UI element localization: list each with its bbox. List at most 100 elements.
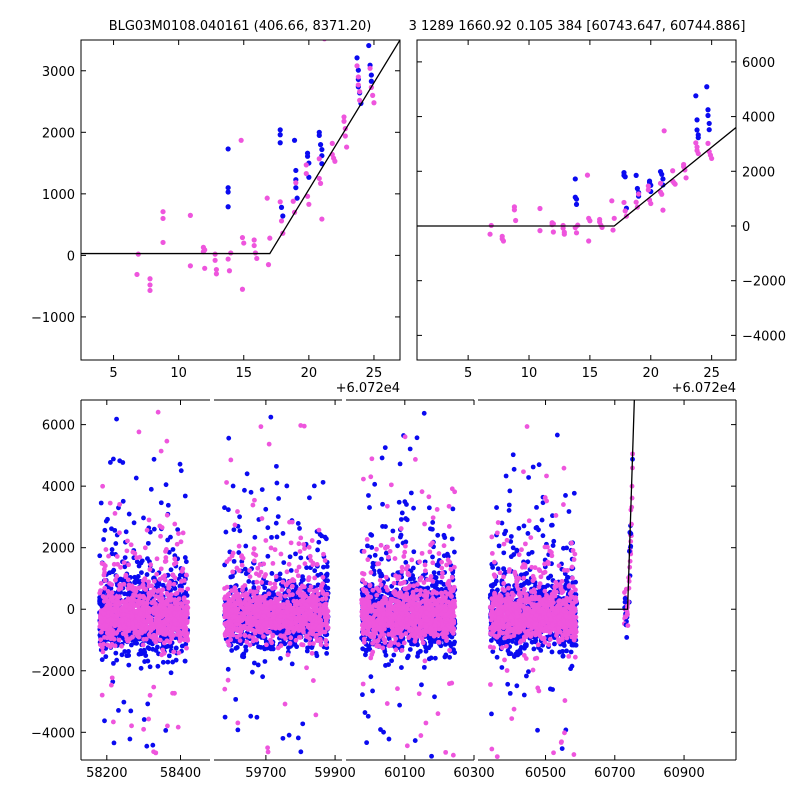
data-point — [252, 497, 257, 503]
data-point — [151, 684, 157, 690]
data-point — [251, 242, 257, 249]
data-point — [268, 599, 274, 604]
data-point — [231, 627, 236, 633]
data-point — [329, 140, 335, 146]
data-point — [307, 641, 313, 647]
data-point — [251, 546, 257, 552]
data-point — [284, 483, 290, 489]
data-point — [293, 586, 299, 591]
data-point — [160, 659, 166, 665]
data-point — [146, 579, 151, 585]
data-point — [269, 625, 274, 630]
data-point — [308, 558, 314, 563]
data-point — [213, 271, 220, 277]
data-point — [265, 749, 271, 755]
data-point — [139, 570, 144, 575]
data-point — [140, 599, 145, 605]
data-point — [245, 620, 250, 626]
data-point — [101, 566, 107, 572]
data-point — [231, 527, 237, 533]
data-point — [317, 631, 323, 637]
data-point — [550, 229, 556, 235]
data-point — [435, 532, 441, 538]
data-point — [442, 654, 448, 660]
data-point — [412, 738, 418, 743]
data-point — [178, 601, 184, 607]
data-point — [131, 520, 137, 526]
data-point — [165, 659, 171, 665]
data-point — [107, 460, 113, 465]
data-point — [439, 587, 445, 592]
data-point — [172, 556, 178, 562]
data-point — [354, 55, 360, 61]
data-point — [441, 532, 447, 538]
data-point — [270, 591, 275, 596]
data-point — [242, 566, 248, 572]
data-point — [560, 225, 566, 231]
data-point — [290, 198, 296, 204]
data-point — [422, 632, 428, 638]
data-point — [144, 572, 150, 577]
data-point — [265, 262, 272, 268]
data-point — [225, 204, 231, 210]
data-point — [119, 643, 124, 649]
data-point — [318, 642, 324, 648]
data-point — [441, 553, 447, 559]
data-point — [298, 555, 304, 561]
data-point — [97, 590, 103, 596]
data-point — [321, 611, 327, 616]
data-point — [277, 132, 283, 138]
data-point — [145, 614, 151, 620]
plot-area — [359, 410, 458, 759]
data-point — [109, 611, 115, 617]
data-point — [709, 155, 715, 162]
data-point — [187, 212, 193, 218]
data-point — [693, 93, 699, 99]
data-point — [366, 493, 371, 498]
data-point — [125, 637, 131, 643]
data-point — [307, 587, 313, 593]
data-point — [171, 581, 177, 587]
data-point — [229, 648, 235, 653]
data-point — [181, 637, 187, 643]
data-point — [259, 487, 265, 493]
data-point — [381, 632, 387, 638]
data-point — [298, 749, 304, 755]
data-point — [399, 510, 405, 516]
data-point — [114, 554, 120, 559]
data-point — [114, 603, 120, 609]
data-point — [147, 566, 153, 572]
x-tick-label: 59900 — [314, 766, 355, 781]
data-point — [319, 146, 325, 153]
data-point — [511, 207, 518, 213]
data-point — [185, 586, 191, 592]
data-point — [166, 596, 172, 602]
data-point — [304, 665, 309, 671]
data-point — [287, 640, 293, 646]
data-point — [98, 637, 104, 643]
data-point — [316, 132, 322, 138]
data-point — [243, 644, 249, 650]
data-point — [135, 633, 140, 639]
data-point — [98, 580, 104, 586]
data-point — [325, 578, 330, 584]
data-point — [265, 553, 271, 559]
data-point — [101, 611, 107, 616]
data-point — [263, 538, 269, 543]
data-point — [293, 637, 299, 643]
data-point — [166, 609, 172, 614]
data-point — [319, 596, 325, 602]
data-point — [130, 624, 136, 630]
data-point — [126, 511, 132, 517]
data-point — [447, 654, 452, 660]
data-point — [232, 522, 238, 528]
data-point — [183, 559, 189, 565]
data-point — [254, 579, 260, 585]
data-point — [158, 500, 164, 506]
data-point — [310, 625, 316, 630]
data-point — [245, 625, 250, 631]
data-point — [146, 517, 152, 523]
data-point — [272, 547, 278, 553]
data-point — [275, 645, 281, 651]
data-point — [573, 230, 580, 236]
